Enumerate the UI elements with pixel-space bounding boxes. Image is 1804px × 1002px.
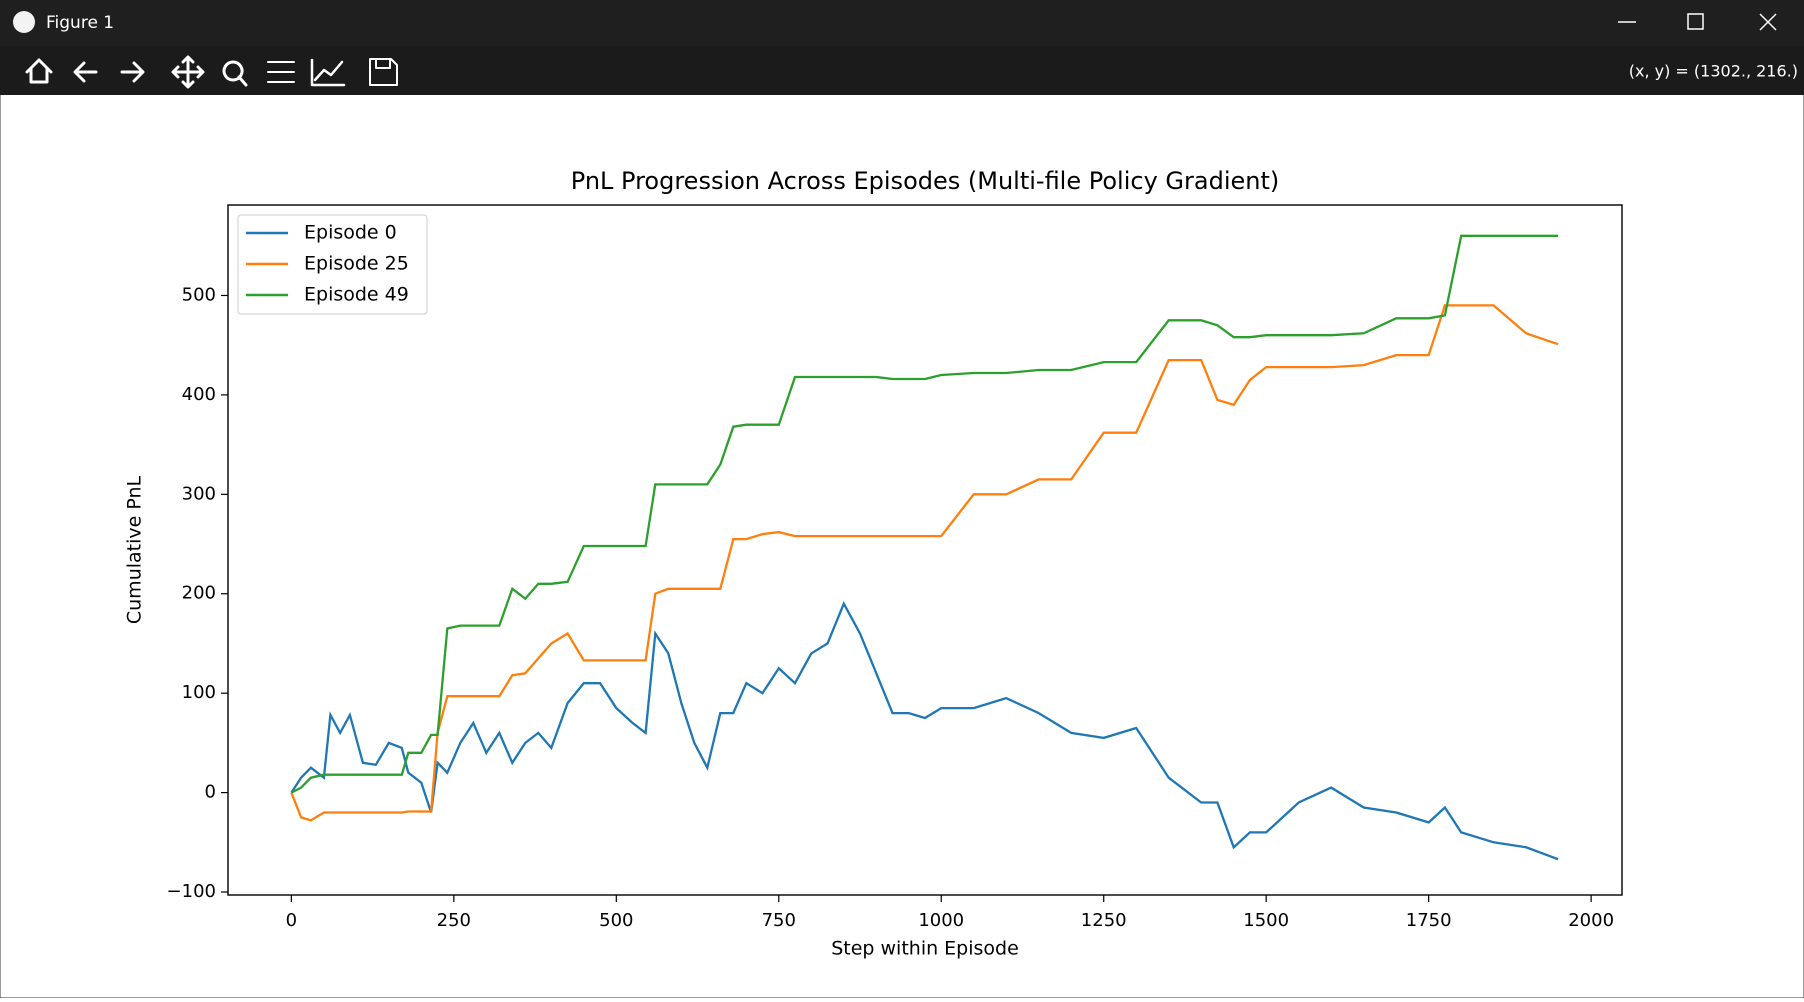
save-button[interactable] [369,58,398,86]
y-tick-label: 200 [182,583,216,604]
y-axis-label: Cumulative PnL [124,475,146,624]
forward-button[interactable] [120,61,145,83]
y-tick-label: 100 [182,682,216,703]
x-tick-label: 1000 [918,910,964,931]
window-title: Figure 1 [46,13,114,33]
y-tick-label: 500 [182,284,216,305]
x-tick-label: 2000 [1568,910,1614,931]
y-tick-label: 400 [182,384,216,405]
series-line [290,304,1559,822]
x-tick-label: 250 [437,910,471,931]
x-tick-label: 750 [762,910,796,931]
back-button[interactable] [73,61,98,83]
zoom-button[interactable] [222,60,248,87]
toolbar [0,46,1804,95]
y-tick-label: 0 [205,782,216,803]
title-bar [0,0,1804,46]
legend-label: Episode 49 [304,284,409,306]
cursor-coordinates: (x, y) = (1302., 216.) [1629,62,1798,81]
maximize-button[interactable] [1687,13,1704,30]
legend-label: Episode 0 [304,222,397,244]
x-axis-label: Step within Episode [831,938,1019,960]
legend-box [237,214,428,315]
home-button[interactable] [25,58,53,84]
series-line [290,601,1559,861]
pan-button[interactable] [171,55,205,89]
y-tick-label: −100 [167,881,216,902]
y-tick-label: 300 [182,483,216,504]
axes-button[interactable] [310,58,346,87]
x-tick-label: 1500 [1243,910,1289,931]
x-tick-label: 1250 [1081,910,1127,931]
x-tick-label: 1750 [1406,910,1452,931]
configure-button[interactable] [267,61,295,83]
app-icon [13,11,35,33]
chart-title: PnL Progression Across Episodes (Multi-f… [571,167,1279,195]
x-tick-label: 0 [286,910,297,931]
x-tick-label: 500 [599,910,633,931]
plot-frame [227,204,1623,896]
legend-label: Episode 25 [304,253,409,275]
close-button[interactable] [1759,13,1777,31]
series-line [290,234,1558,794]
